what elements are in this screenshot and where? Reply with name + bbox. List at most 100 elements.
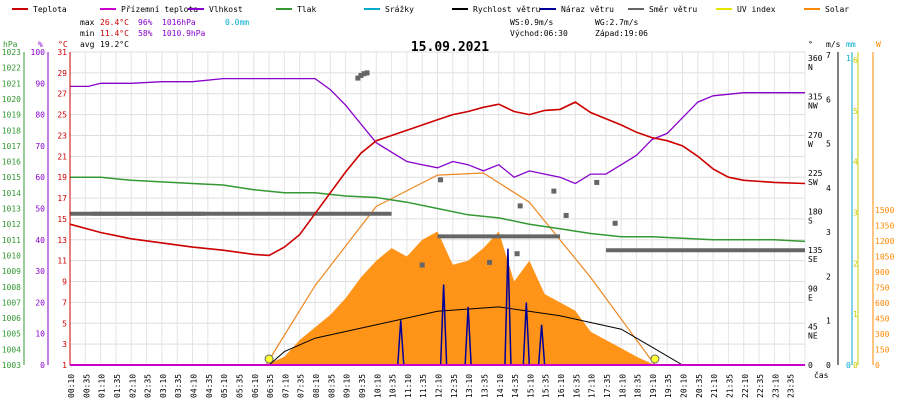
axis-tick-label: 20 xyxy=(35,298,45,307)
axis-tick-label: 0 xyxy=(846,361,851,370)
axis-tick-label: 1017 xyxy=(2,142,21,151)
axis-tick-label: 0 xyxy=(808,361,813,370)
axis-tick-label: 2 xyxy=(853,259,858,268)
axis-tick-label: 19 xyxy=(57,173,67,182)
axis-tick-label: 29 xyxy=(57,69,67,78)
axis-tick-label: 11:10 xyxy=(404,374,413,398)
axis-tick-label: 11 xyxy=(57,257,67,266)
axis-tick-label: 90 xyxy=(35,79,45,88)
axis-tick-label: 70 xyxy=(35,142,45,151)
axis-tick-label: 09:35 xyxy=(358,374,367,398)
axis-tick-label: N xyxy=(808,63,813,72)
axis-tick-label: 135 xyxy=(808,246,823,255)
axis-tick-label: SW xyxy=(808,178,818,187)
axis-tick-label: 150 xyxy=(875,346,890,355)
axis-tick-label: 14:10 xyxy=(496,374,505,398)
wind-gust-peak xyxy=(397,320,405,366)
wind-direction-point xyxy=(517,203,523,209)
axis-tick-label: 3 xyxy=(826,228,831,237)
chart-title: 15.09.2021 xyxy=(411,40,489,55)
axis-tick-label: 08:10 xyxy=(312,374,321,398)
axis-tick-label: 02:10 xyxy=(128,374,137,398)
axis-tick-label: 1009 xyxy=(2,267,21,276)
axis-tick-label: 750 xyxy=(875,284,890,293)
axis-tick-label: 1013 xyxy=(2,205,21,214)
axis-tick-label: E xyxy=(808,293,813,302)
axis-tick-label: 0 xyxy=(853,361,858,370)
axis-tick-label: 1500 xyxy=(875,206,894,215)
axis-tick-label: 25 xyxy=(57,111,67,120)
uv-marker xyxy=(264,354,274,364)
axis-tick-label: 1 xyxy=(62,361,67,370)
axis-tick-label: 09:10 xyxy=(343,374,352,398)
stat-max-hum: 96% xyxy=(138,18,153,27)
axis-tick-label: 0 xyxy=(826,361,831,370)
stat-min-press: 1010.9hPa xyxy=(162,29,206,38)
axis-tick-label: 270 xyxy=(808,131,823,140)
axis-tick-label: 13:35 xyxy=(480,374,489,398)
axis-tick-label: 12:10 xyxy=(435,374,444,398)
stat-sunset: Západ:19:06 xyxy=(595,29,648,38)
stat-max-label: max xyxy=(80,18,95,27)
axis-tick-label: 1008 xyxy=(2,283,21,292)
axis-tick-label: 05:35 xyxy=(235,374,244,398)
legend-label: Solar xyxy=(825,5,849,14)
axis-tick-label: 17:35 xyxy=(603,374,612,398)
pressure-line xyxy=(70,176,806,243)
axis-tick-label: 1 xyxy=(846,54,851,63)
axis-tick-label: 1200 xyxy=(875,237,894,246)
axis-tick-label: 22:35 xyxy=(756,374,765,398)
axis-wind-speed: 7 6 5 4 3 2 1 0 xyxy=(826,51,839,370)
axis-tick-label: 1010 xyxy=(2,251,21,260)
axis-tick-label: 08:35 xyxy=(327,374,336,398)
axis-unit-ms: m/s xyxy=(826,40,841,49)
axis-tick-label: 21 xyxy=(57,152,67,161)
axis-tick-label: S xyxy=(808,217,813,226)
stat-min-temp: 11.4°C xyxy=(100,29,129,38)
stat-ws: WS:0.9m/s xyxy=(510,18,554,27)
axis-tick-label: 14:35 xyxy=(511,374,520,398)
axis-tick-label: 1023 xyxy=(2,48,21,57)
axis-tick-label: 2 xyxy=(826,272,831,281)
axis-tick-label: NW xyxy=(808,101,818,110)
axis-tick-label: 1 xyxy=(853,310,858,319)
axis-unit-hpa: hPa xyxy=(3,40,18,49)
legend-label: Rychlost větru xyxy=(473,5,541,14)
legend-label: Přízemní teplota xyxy=(121,5,198,14)
stats-block: max 26.4°C 96% 1016hPa 0.0mm min 11.4°C … xyxy=(80,18,648,49)
axis-unit-cas: čas xyxy=(814,370,829,380)
axis-tick-label: 50 xyxy=(35,205,45,214)
axis-tick-label: 15 xyxy=(57,215,67,224)
axis-tick-label: 13 xyxy=(57,236,67,245)
axis-tick-label: 1007 xyxy=(2,298,21,307)
axis-tick-label: 3 xyxy=(853,209,858,218)
axis-tick-label: 23 xyxy=(57,131,67,140)
wind-gust-peak xyxy=(439,284,448,366)
axis-tick-label: 5 xyxy=(62,319,67,328)
plot-area xyxy=(69,51,806,366)
axis-tick-label: 12:35 xyxy=(450,374,459,398)
axis-tick-label: 1020 xyxy=(2,95,21,104)
uv-marker xyxy=(650,354,660,364)
axis-tick-label: 9 xyxy=(62,278,67,287)
axis-tick-label: 01:35 xyxy=(113,374,122,398)
axis-unit-pct: % xyxy=(38,40,43,49)
axis-tick-label: 1350 xyxy=(875,222,894,231)
axis-uv: 6 5 4 3 2 1 0 xyxy=(853,52,859,370)
axis-tick-label: 180 xyxy=(808,208,823,217)
axis-tick-label: 13:10 xyxy=(465,374,474,398)
temperature-line xyxy=(69,101,806,257)
axis-tick-label: 17 xyxy=(57,194,67,203)
wind-gust-peak xyxy=(504,248,512,366)
axis-tick-label: 80 xyxy=(35,111,45,120)
axis-tick-label: 05:10 xyxy=(220,374,229,398)
axis-tick-label: 40 xyxy=(35,236,45,245)
legend-label: Náraz větru xyxy=(561,5,614,14)
axis-tick-label: 16:35 xyxy=(572,374,581,398)
axis-tick-label: 04:35 xyxy=(205,374,214,398)
axis-tick-label: 450 xyxy=(875,315,890,324)
wind-direction-point xyxy=(355,75,361,81)
